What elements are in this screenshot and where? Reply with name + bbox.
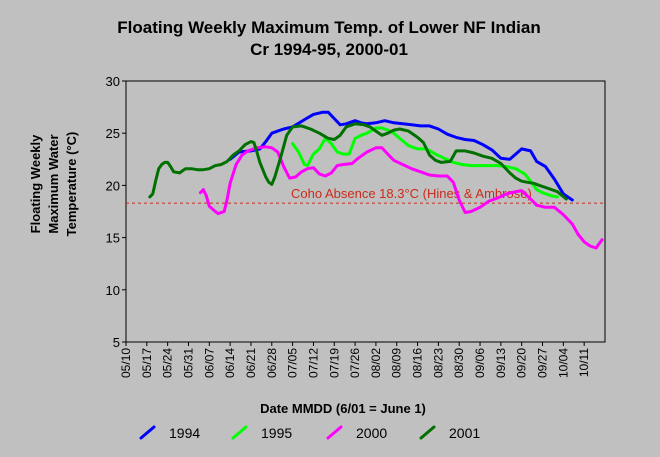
series-line-1994 [228, 110, 574, 202]
reference-line-label: Coho Absence 18.3°C (Hines & Ambrose) [291, 186, 532, 201]
x-tick-label: 05/31 [181, 348, 195, 378]
x-tick-label: 07/19 [327, 348, 341, 378]
y-tick-label: 15 [106, 231, 120, 246]
legend-swatch-2001 [419, 425, 436, 440]
legend-swatch-1995 [231, 425, 248, 440]
x-axis-title: Date MMDD (6/01 = June 1) [260, 401, 426, 416]
y-axis: 5 10 15 20 25 30 [106, 74, 126, 350]
x-tick-label: 05/17 [140, 348, 154, 378]
y-tick-label: 5 [113, 335, 120, 350]
y-tick-label: 20 [106, 178, 120, 193]
series-line-1995 [291, 126, 559, 199]
x-axis: 05/10 05/17 05/24 05/31 06/07 06/14 06/21 06/28… [119, 342, 591, 378]
x-tick-label: 06/28 [265, 348, 279, 378]
series-lines [148, 110, 604, 250]
x-tick-label: 06/07 [202, 348, 216, 378]
x-tick-label: 08/02 [369, 348, 383, 378]
y-axis-title: Floating Weekly Maximum Water Temperatur… [28, 132, 79, 237]
legend-swatch-1994 [139, 425, 156, 440]
y-axis-title-line1: Floating Weekly [28, 134, 43, 233]
y-axis-title-line2: Maximum Water [46, 134, 61, 233]
series-line-2000 [198, 145, 604, 250]
x-tick-label: 08/23 [431, 348, 445, 378]
legend: 1994 1995 2000 2001 [139, 425, 480, 441]
x-tick-label: 09/20 [515, 348, 529, 378]
legend-label-2001: 2001 [449, 425, 480, 441]
chart-title-line1: Floating Weekly Maximum Temp. of Lower N… [117, 18, 540, 37]
x-tick-label: 05/10 [119, 348, 133, 378]
x-tick-label: 08/16 [411, 348, 425, 378]
x-tick-label: 07/12 [306, 348, 320, 378]
x-tick-label: 09/27 [536, 348, 550, 378]
legend-label-1994: 1994 [169, 425, 200, 441]
x-tick-label: 09/06 [473, 348, 487, 378]
x-tick-label: 07/05 [286, 348, 300, 378]
y-axis-title-line3: Temperature (°C) [64, 132, 79, 237]
legend-swatch-2000 [326, 425, 343, 440]
x-tick-label: 09/13 [494, 348, 508, 378]
chart-title-line2: Cr 1994-95, 2000-01 [250, 40, 408, 59]
plot-area [125, 80, 606, 343]
x-tick-label: 08/09 [390, 348, 404, 378]
x-tick-label: 06/21 [244, 348, 258, 378]
legend-label-1995: 1995 [261, 425, 292, 441]
legend-label-2000: 2000 [356, 425, 387, 441]
series-line-2001 [148, 122, 568, 201]
x-tick-label: 06/14 [223, 348, 237, 378]
y-tick-label: 10 [106, 283, 120, 298]
y-tick-label: 25 [106, 126, 120, 141]
x-tick-label: 05/24 [161, 348, 175, 378]
x-tick-label: 08/30 [452, 348, 466, 378]
x-tick-label: 10/04 [556, 348, 570, 378]
x-tick-label: 07/26 [348, 348, 362, 378]
x-tick-label: 10/11 [577, 348, 591, 377]
y-tick-label: 30 [106, 74, 120, 89]
